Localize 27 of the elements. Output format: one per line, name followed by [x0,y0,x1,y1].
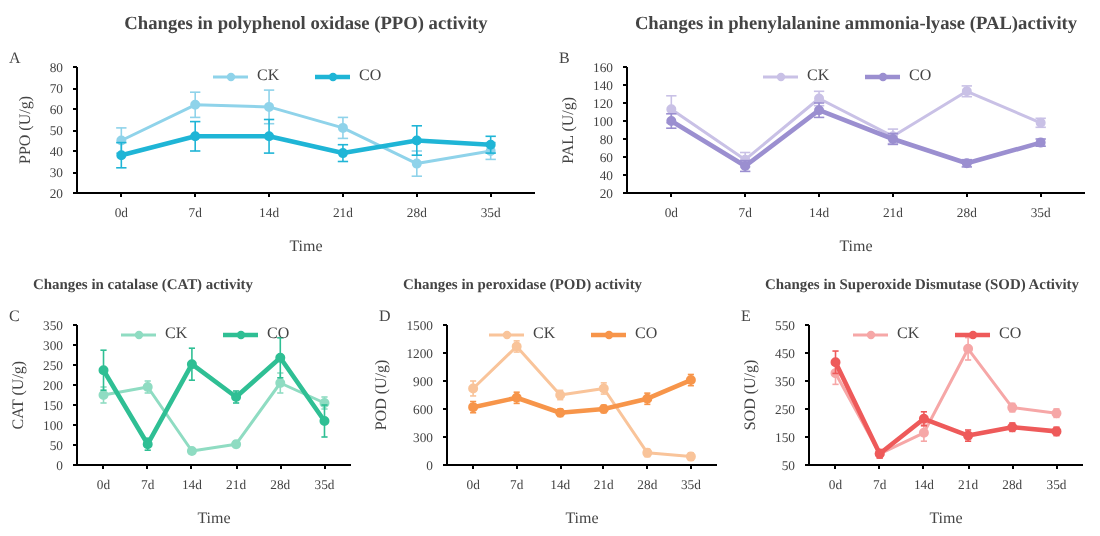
chart-title: Changes in polyphenol oxidase (PPO) activity [124,15,489,35]
y-axis-title: PPO (U/g) [15,95,34,164]
text: E [741,307,751,325]
legend-label: CO [359,66,384,84]
y-axis-title: CAT (U/g) [9,360,28,430]
legend-label: CK [533,324,558,342]
legend-label: CO [267,324,292,342]
text: B [559,49,570,67]
legend-label: CO [635,324,660,342]
text: D [379,307,391,325]
legend-label: CO [909,66,934,84]
chart-title: Changes in phenylalanine ammonia-lyase (PAL)activity [634,15,1078,35]
x-axis-title: Time [197,509,232,527]
text: A [9,49,21,67]
legend-label: CK [897,324,922,342]
text: C [9,307,20,325]
x-axis-title: Time [929,509,964,527]
y-axis-title: SOD (U/g) [741,359,760,431]
legend-label: CK [807,66,832,84]
y-axis-title: PAL (U/g) [559,96,578,164]
legend-label: CK [257,66,282,84]
legend-label: CO [999,324,1024,342]
x-axis-title: Time [289,237,324,255]
x-axis-title: Time [565,509,600,527]
y-axis-title: POD (U/g) [372,359,391,431]
legend-label: CK [165,324,190,342]
x-axis-title: Time [839,237,874,255]
